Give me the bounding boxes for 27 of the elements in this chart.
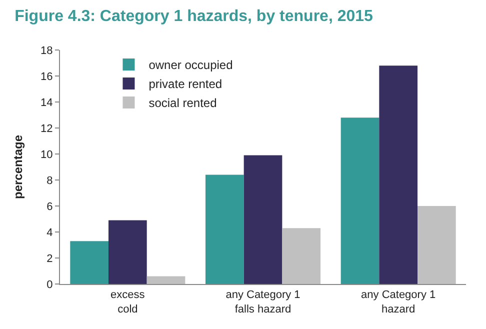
y-axis-title: percentage [10, 134, 25, 200]
legend-label: owner occupied [148, 58, 233, 72]
y-tick-label: 8 [46, 174, 53, 187]
legend-label: private rented [148, 77, 222, 92]
bar [418, 206, 456, 284]
legend-label: social rented [148, 96, 217, 110]
bar [282, 228, 321, 284]
bar [108, 220, 147, 284]
x-tick-label: excess cold [110, 289, 146, 316]
bar [340, 118, 380, 284]
bar [70, 241, 108, 284]
y-tick-label: 18 [40, 44, 53, 57]
bar [244, 155, 282, 284]
y-tick-label: 6 [46, 200, 53, 213]
y-tick-label: 16 [40, 70, 53, 83]
y-tick-label: 2 [46, 252, 53, 265]
y-tick-label: 0 [46, 278, 53, 291]
y-tick-label: 12 [40, 122, 53, 135]
y-tick-label: 14 [40, 96, 53, 109]
bar [205, 174, 244, 284]
y-tick-label: 4 [46, 226, 53, 239]
bar [379, 66, 418, 284]
x-tick-label: any Category 1 hazard [361, 289, 436, 316]
chart-title: Figure 4.3: Category 1 hazards, by tenure, 2015 [14, 8, 374, 26]
x-tick-label: any Category 1 falls hazard [226, 289, 300, 316]
y-tick-label: 10 [40, 148, 53, 161]
bar [146, 276, 186, 284]
